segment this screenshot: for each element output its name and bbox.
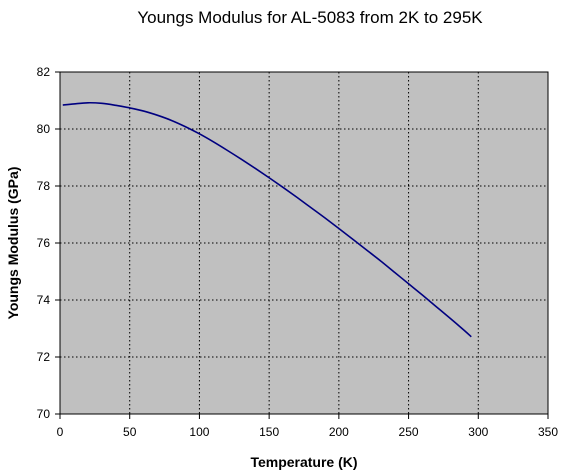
x-tick-label: 300 <box>468 425 488 439</box>
x-tick-label: 250 <box>399 425 419 439</box>
x-axis-label: Temperature (K) <box>250 454 357 470</box>
x-axis-tick-labels: 0 50 100 150 200 250 300 350 <box>57 425 559 439</box>
y-tick-label: 78 <box>37 179 51 193</box>
y-tick-label: 76 <box>37 236 51 250</box>
x-tick-label: 50 <box>123 425 137 439</box>
y-tick-label: 82 <box>37 65 51 79</box>
y-axis-tick-labels: 70 72 74 76 78 80 82 <box>37 65 51 421</box>
x-tick-label: 0 <box>57 425 64 439</box>
y-tick-label: 72 <box>37 350 51 364</box>
y-tick-label: 80 <box>37 122 51 136</box>
chart-title: Youngs Modulus for AL-5083 from 2K to 29… <box>137 8 483 27</box>
x-tick-label: 350 <box>538 425 558 439</box>
x-tick-label: 200 <box>329 425 349 439</box>
y-axis-label: Youngs Modulus (GPa) <box>5 167 21 320</box>
grid-lines <box>60 72 548 414</box>
y-tick-label: 74 <box>37 293 51 307</box>
axis-ticks <box>55 71 549 419</box>
series-line-youngs-modulus <box>62 101 472 338</box>
y-tick-label: 70 <box>37 407 51 421</box>
x-tick-label: 100 <box>189 425 209 439</box>
x-tick-label: 150 <box>259 425 279 439</box>
